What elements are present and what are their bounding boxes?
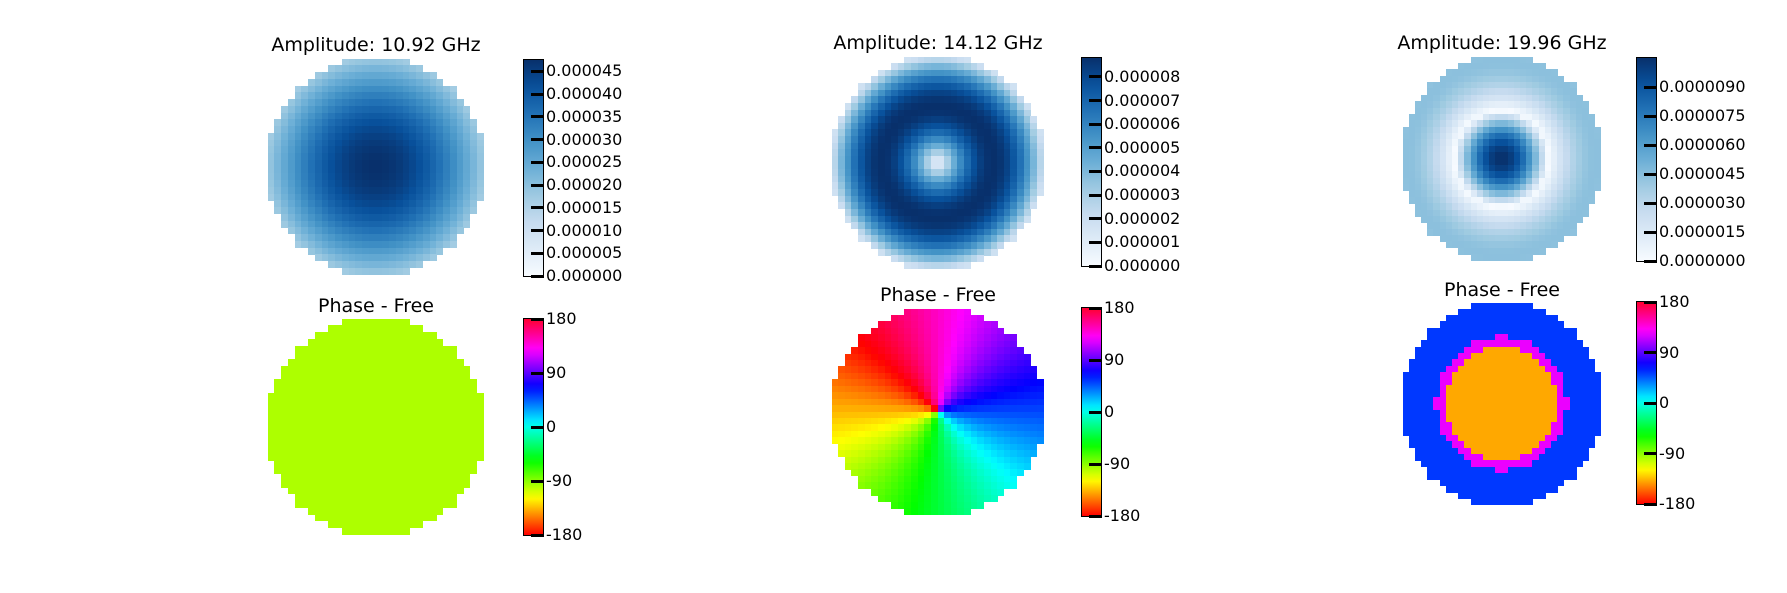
colorbar-tick <box>1089 169 1102 173</box>
colorbar-tick-label: 180 <box>546 309 577 328</box>
colorbar-tick <box>1644 452 1657 455</box>
colorbar-tick-label: 180 <box>1104 298 1135 317</box>
colorbar-tick <box>531 138 544 142</box>
colorbar-tick-label: 0.000030 <box>546 129 623 149</box>
colorbar-tick-label: 0.000000 <box>546 266 623 285</box>
colorbar-tick-label: 0.000010 <box>546 220 623 240</box>
amplitude-3-map <box>1403 57 1601 261</box>
colorbar-tick <box>1644 201 1657 205</box>
colorbar-tick-label: 0.000001 <box>1104 232 1181 252</box>
colorbar-tick-label: -180 <box>1104 506 1141 525</box>
colorbar-tick-label: 180 <box>1659 292 1690 311</box>
colorbar-tick <box>1089 514 1102 518</box>
colorbar-tick <box>531 251 544 255</box>
colorbar-tick-label: 0.000007 <box>1104 90 1181 110</box>
colorbar-tick <box>531 425 544 429</box>
colorbar-tick-label: 0.0000015 <box>1659 222 1746 241</box>
colorbar-tick <box>1089 358 1102 362</box>
colorbar-tick-label: -90 <box>1104 454 1131 473</box>
colorbar-tick-label: 0.000002 <box>1104 208 1181 228</box>
phase-3-title: Phase - Free <box>1444 279 1560 301</box>
amplitude-1-map <box>268 59 484 275</box>
phase-1-title: Phase - Free <box>318 295 434 317</box>
colorbar-tick <box>1089 193 1102 197</box>
colorbar-tick <box>531 533 544 537</box>
colorbar-tick-label: 0.000005 <box>1104 137 1181 157</box>
colorbar-tick-label: 0 <box>1104 402 1115 421</box>
colorbar-tick <box>1089 240 1102 244</box>
colorbar-tick-label: 90 <box>546 363 567 382</box>
colorbar-tick-label: 0.0000060 <box>1659 135 1746 154</box>
colorbar-tick <box>1089 146 1102 150</box>
colorbar-tick <box>1644 230 1657 234</box>
colorbar-tick-label: 0.0000030 <box>1659 193 1746 212</box>
colorbar-tick <box>1089 264 1102 268</box>
colorbar-tick <box>531 229 544 233</box>
colorbar-tick-label: -90 <box>1659 443 1686 463</box>
colorbar-tick <box>1644 259 1657 263</box>
colorbar-tick-label: 90 <box>1659 342 1680 362</box>
colorbar-tick <box>531 183 544 187</box>
colorbar-tick-label: -90 <box>546 471 573 490</box>
colorbar-tick <box>1089 99 1102 103</box>
phase-2-map <box>832 309 1044 515</box>
colorbar-tick-label: -180 <box>1659 494 1696 513</box>
colorbar-tick-label: 0.000008 <box>1104 66 1181 86</box>
colorbar-tick-label: 0.000005 <box>546 243 623 263</box>
colorbar-tick <box>1089 217 1102 221</box>
colorbar-tick-label: 0.0000090 <box>1659 77 1746 96</box>
colorbar-tick-label: 0.000006 <box>1104 114 1181 134</box>
colorbar-tick <box>531 206 544 210</box>
colorbar-tick-label: 0.000003 <box>1104 185 1181 205</box>
colorbar-tick <box>1644 401 1657 405</box>
amplitude-2-colorbar <box>1081 57 1102 267</box>
colorbar-tick-label: 90 <box>1104 350 1125 369</box>
colorbar-tick <box>531 479 544 483</box>
phase-1-map <box>268 319 484 535</box>
colorbar-tick <box>531 115 544 119</box>
colorbar-tick-label: 0.000045 <box>546 61 623 81</box>
colorbar-tick <box>531 69 544 73</box>
amplitude-2-title: Amplitude: 14.12 GHz <box>833 32 1043 54</box>
colorbar-tick-label: 0.000000 <box>1104 256 1181 275</box>
colorbar-tick <box>531 274 544 278</box>
colorbar-tick-label: 0.000020 <box>546 175 623 195</box>
colorbar-tick <box>531 371 544 375</box>
phase-3-map <box>1403 303 1601 505</box>
colorbar-tick-label: 0.000035 <box>546 106 623 126</box>
colorbar-tick <box>531 160 544 164</box>
colorbar-tick-label: 0.000004 <box>1104 161 1181 181</box>
colorbar-tick <box>1644 172 1657 176</box>
colorbar-tick <box>1089 75 1102 79</box>
colorbar-tick-label: 0.000025 <box>546 152 623 172</box>
amplitude-1-title: Amplitude: 10.92 GHz <box>271 34 481 56</box>
phase-2-title: Phase - Free <box>880 284 996 306</box>
colorbar-tick-label: 0.0000045 <box>1659 164 1746 183</box>
colorbar-tick-label: 0 <box>546 417 557 436</box>
colorbar-tick <box>1089 410 1102 414</box>
colorbar-tick <box>531 92 544 96</box>
colorbar-tick-label: 0.0000075 <box>1659 106 1746 125</box>
colorbar-tick-label: 0 <box>1659 393 1670 412</box>
colorbar-tick <box>1644 143 1657 147</box>
amplitude-3-title: Amplitude: 19.96 GHz <box>1397 32 1607 54</box>
colorbar-tick <box>1089 462 1102 466</box>
colorbar-tick <box>1644 502 1657 506</box>
colorbar-tick-label: 0.0000000 <box>1659 251 1746 270</box>
amplitude-2-map <box>832 57 1044 269</box>
colorbar-tick-label: -180 <box>546 525 583 544</box>
colorbar-tick <box>1644 85 1657 89</box>
colorbar-tick <box>1644 300 1657 304</box>
colorbar-tick-label: 0.000040 <box>546 84 623 104</box>
colorbar-tick <box>1644 114 1657 118</box>
colorbar-tick <box>1089 122 1102 126</box>
colorbar-tick <box>1644 351 1657 354</box>
colorbar-tick <box>531 317 544 321</box>
colorbar-tick-label: 0.000015 <box>546 197 623 217</box>
colorbar-tick <box>1089 306 1102 310</box>
